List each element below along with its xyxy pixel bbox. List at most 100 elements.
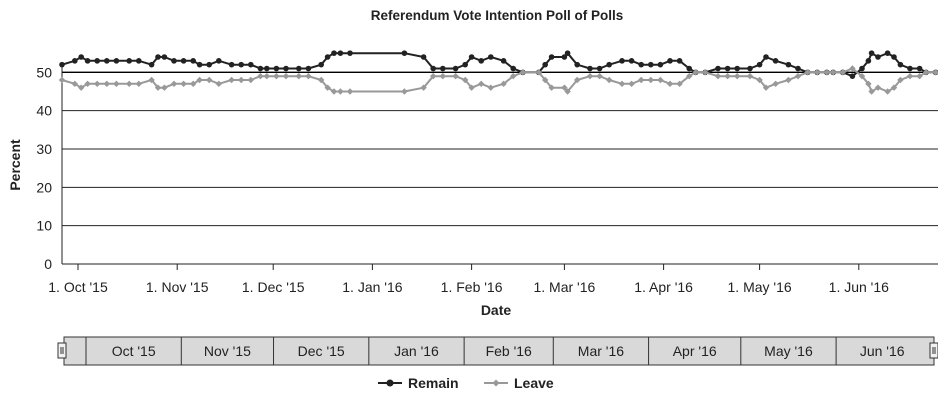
remain-point[interactable]: [686, 65, 692, 72]
leave-point[interactable]: [452, 72, 459, 80]
remain-point[interactable]: [596, 65, 603, 72]
remain-point[interactable]: [148, 61, 155, 68]
leave-point[interactable]: [606, 76, 613, 84]
legend-item-remain[interactable]: Remain: [378, 375, 459, 391]
leave-point[interactable]: [330, 88, 338, 95]
leave-point[interactable]: [890, 84, 898, 91]
remain-point[interactable]: [196, 61, 203, 68]
remain-point[interactable]: [94, 58, 100, 64]
leave-point[interactable]: [161, 84, 168, 91]
leave-point[interactable]: [814, 69, 821, 76]
leave-point[interactable]: [510, 72, 517, 80]
leave-point[interactable]: [180, 80, 187, 88]
remain-point[interactable]: [772, 58, 779, 64]
leave-point[interactable]: [638, 76, 645, 84]
remain-point[interactable]: [104, 58, 110, 64]
remain-point[interactable]: [238, 61, 244, 68]
leave-point[interactable]: [196, 76, 203, 84]
leave-point[interactable]: [666, 80, 674, 88]
remain-point[interactable]: [248, 61, 254, 68]
leave-point[interactable]: [596, 72, 603, 80]
remain-point[interactable]: [190, 58, 196, 64]
remain-point[interactable]: [228, 61, 235, 68]
leave-point[interactable]: [430, 72, 437, 80]
leave-point[interactable]: [135, 80, 142, 88]
leave-point[interactable]: [535, 69, 542, 76]
leave-point[interactable]: [78, 84, 85, 91]
remain-point[interactable]: [795, 65, 801, 72]
remain-point[interactable]: [488, 54, 494, 60]
leave-point[interactable]: [113, 80, 120, 88]
leave-point[interactable]: [849, 65, 856, 72]
remain-point[interactable]: [875, 54, 881, 60]
legend-item-leave[interactable]: Leave: [484, 375, 554, 391]
leave-point[interactable]: [263, 72, 270, 80]
remain-point[interactable]: [561, 54, 568, 60]
remain-point[interactable]: [897, 61, 904, 68]
leave-point[interactable]: [305, 72, 312, 80]
leave-point[interactable]: [295, 72, 302, 80]
remain-point[interactable]: [763, 54, 769, 60]
leave-point[interactable]: [420, 84, 427, 91]
leave-point[interactable]: [734, 72, 741, 80]
leave-point[interactable]: [346, 88, 354, 95]
navigator-handle-left[interactable]: [57, 342, 67, 359]
leave-point[interactable]: [215, 80, 222, 88]
remain-point[interactable]: [606, 61, 612, 68]
remain-point[interactable]: [206, 61, 212, 68]
remain-point[interactable]: [296, 65, 302, 72]
leave-point[interactable]: [190, 80, 197, 88]
leave-point[interactable]: [564, 88, 571, 95]
leave-point[interactable]: [126, 80, 133, 88]
remain-point[interactable]: [907, 65, 913, 72]
leave-point[interactable]: [542, 76, 549, 84]
remain-point[interactable]: [126, 58, 132, 64]
remain-point[interactable]: [264, 65, 270, 72]
remain-point[interactable]: [347, 50, 353, 56]
leave-point[interactable]: [519, 69, 526, 76]
leave-point[interactable]: [746, 72, 754, 80]
leave-point[interactable]: [238, 76, 245, 84]
remain-point[interactable]: [574, 61, 580, 68]
leave-point[interactable]: [830, 69, 837, 76]
remain-point[interactable]: [180, 58, 187, 64]
leave-point[interactable]: [922, 69, 930, 76]
remain-point[interactable]: [331, 50, 337, 56]
remain-point[interactable]: [785, 61, 792, 68]
leave-point[interactable]: [657, 76, 664, 84]
leave-point[interactable]: [228, 76, 235, 84]
remain-point[interactable]: [916, 65, 923, 72]
remain-point[interactable]: [59, 61, 65, 68]
remain-point[interactable]: [161, 54, 168, 60]
leave-point[interactable]: [154, 84, 162, 91]
leave-point[interactable]: [647, 76, 654, 84]
leave-point[interactable]: [865, 80, 872, 88]
leave-point[interactable]: [628, 80, 635, 88]
remain-point[interactable]: [619, 58, 625, 64]
leave-point[interactable]: [170, 80, 178, 88]
leave-point[interactable]: [487, 84, 494, 91]
leave-point[interactable]: [84, 80, 91, 88]
remain-point[interactable]: [420, 54, 427, 60]
leave-point[interactable]: [804, 69, 811, 76]
leave-point[interactable]: [874, 84, 882, 91]
leave-point[interactable]: [206, 76, 213, 84]
range-navigator[interactable]: Oct '15 Nov '15 Dec '15 Jan '16 Feb '16 Mar '…: [57, 336, 938, 366]
leave-point[interactable]: [148, 76, 155, 84]
remain-point[interactable]: [113, 58, 120, 64]
remain-point[interactable]: [884, 50, 891, 56]
leave-point[interactable]: [868, 88, 875, 95]
remain-point[interactable]: [865, 58, 872, 64]
leave-point[interactable]: [772, 80, 779, 88]
leave-point[interactable]: [932, 69, 938, 76]
remain-point[interactable]: [859, 65, 865, 72]
remain-point[interactable]: [430, 65, 437, 72]
leave-point[interactable]: [468, 84, 475, 91]
leave-point[interactable]: [618, 80, 626, 88]
remain-point[interactable]: [500, 58, 507, 64]
leave-point[interactable]: [823, 69, 830, 76]
leave-point[interactable]: [273, 72, 280, 80]
remain-point[interactable]: [257, 65, 264, 72]
leave-point[interactable]: [676, 80, 683, 88]
leave-point[interactable]: [462, 76, 469, 84]
